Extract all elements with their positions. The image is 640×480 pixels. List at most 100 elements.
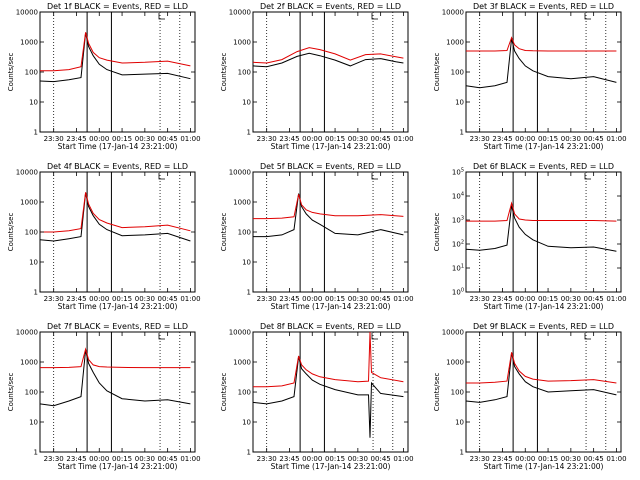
- y-tick-label: 10: [455, 419, 464, 427]
- x-tick-label: 01:00: [180, 135, 200, 143]
- series-line-events: [465, 38, 617, 89]
- x-tick-label: 00:15: [112, 135, 132, 143]
- x-tick-label: 00:30: [135, 135, 155, 143]
- panel-title: Det 3f BLACK = Events, RED = LLD: [473, 2, 614, 11]
- series-line-events: [252, 52, 404, 68]
- x-tick-label: 00:45: [584, 295, 604, 303]
- x-tick-label: 00:00: [302, 455, 322, 463]
- legend-mark: [371, 173, 378, 180]
- y-tick-label: 1000: [20, 39, 38, 47]
- y-tick-label: 10: [29, 419, 38, 427]
- y-axis-label: Counts/sec: [7, 373, 15, 412]
- y-tick-label: 1: [460, 449, 464, 457]
- x-tick-label: 23:30: [44, 135, 64, 143]
- x-tick-label: 01:00: [606, 455, 626, 463]
- panel-det-4f: Det 4f BLACK = Events, RED = LLD 1 10 100 10…: [7, 162, 201, 311]
- x-tick-label: 23:45: [279, 135, 299, 143]
- y-tick-label: 1000: [20, 359, 38, 367]
- x-axis-label: Start Time (17-Jan-14 23:21:00): [484, 462, 604, 471]
- x-tick-label: 01:00: [393, 135, 413, 143]
- x-tick-label: 23:45: [66, 295, 86, 303]
- x-axis-label: Start Time (17-Jan-14 23:21:00): [58, 302, 178, 311]
- series-line-events: [252, 356, 404, 438]
- y-tick-label: 104: [452, 192, 464, 201]
- panel-title: Det 4f BLACK = Events, RED = LLD: [47, 162, 188, 171]
- y-tick-label: 1: [34, 449, 38, 457]
- series-line-events: [39, 32, 191, 83]
- y-tick-label: 100: [25, 389, 38, 397]
- x-tick-label: 00:00: [515, 295, 535, 303]
- y-tick-label: 10: [242, 99, 251, 107]
- legend-mark: [584, 13, 591, 20]
- x-tick-label: 00:15: [538, 455, 558, 463]
- y-tick-label: 10: [242, 419, 251, 427]
- plot-frame: [465, 331, 622, 453]
- y-tick-label: 100: [452, 288, 464, 297]
- y-tick-label: 100: [238, 229, 251, 237]
- x-tick-label: 23:45: [492, 455, 512, 463]
- plot-frame: [252, 331, 409, 453]
- panel-title: Det 9f BLACK = Events, RED = LLD: [473, 322, 614, 331]
- series-line-lld: [466, 352, 617, 384]
- y-tick-label: 100: [238, 69, 251, 77]
- panel-det-3f: Det 3f BLACK = Events, RED = LLD 1 10 100 10…: [433, 2, 627, 151]
- series-line-lld: [466, 201, 617, 222]
- series-line-events: [253, 193, 404, 238]
- panel-title: Det 1f BLACK = Events, RED = LLD: [47, 2, 188, 11]
- x-tick-label: 00:15: [325, 295, 345, 303]
- y-tick-label: 1: [247, 289, 251, 297]
- x-axis-label: Start Time (17-Jan-14 23:21:00): [58, 142, 178, 151]
- x-tick-label: 00:30: [348, 295, 368, 303]
- y-axis-label: Counts/sec: [433, 213, 441, 252]
- x-tick-label: 00:00: [89, 295, 109, 303]
- plot-frame: [252, 171, 409, 293]
- x-tick-label: 23:30: [257, 135, 277, 143]
- series-line-lld: [40, 347, 191, 369]
- series-line-lld: [253, 194, 404, 220]
- x-axis-label: Start Time (17-Jan-14 23:21:00): [271, 302, 391, 311]
- y-tick-label: 10: [242, 259, 251, 267]
- panel-title: Det 7f BLACK = Events, RED = LLD: [47, 322, 188, 331]
- y-tick-label: 100: [451, 69, 464, 77]
- y-axis-label: Counts/sec: [433, 53, 441, 92]
- x-tick-label: 00:45: [371, 295, 391, 303]
- series-line-lld: [40, 192, 191, 233]
- panel-title: Det 6f BLACK = Events, RED = LLD: [473, 162, 614, 171]
- panel-det-7f: Det 7f BLACK = Events, RED = LLD 1 10 100 10…: [7, 322, 201, 471]
- y-tick-label: 103: [452, 216, 464, 225]
- x-tick-label: 23:45: [66, 135, 86, 143]
- x-tick-label: 23:30: [257, 295, 277, 303]
- y-tick-label: 1000: [446, 39, 464, 47]
- y-tick-label: 100: [238, 389, 251, 397]
- y-tick-label: 10000: [16, 9, 38, 17]
- y-axis-label: Counts/sec: [220, 213, 228, 252]
- x-tick-label: 00:30: [135, 295, 155, 303]
- x-tick-label: 01:00: [606, 135, 626, 143]
- series-line-events: [465, 205, 617, 252]
- panel-det-2f: Det 2f BLACK = Events, RED = LLD 1 10 100 10…: [220, 2, 414, 151]
- y-tick-label: 102: [452, 240, 464, 249]
- series-line-events: [39, 349, 191, 407]
- x-tick-label: 00:15: [538, 295, 558, 303]
- y-tick-label: 101: [452, 264, 464, 273]
- y-tick-label: 1000: [446, 359, 464, 367]
- y-tick-label: 10000: [16, 169, 38, 177]
- panel-det-9f: Det 9f BLACK = Events, RED = LLD 1 10 100 10…: [433, 322, 627, 471]
- legend-mark: [584, 333, 591, 340]
- y-tick-label: 1: [460, 129, 464, 137]
- y-axis-label: Counts/sec: [220, 53, 228, 92]
- x-tick-label: 00:15: [325, 455, 345, 463]
- x-tick-label: 00:00: [89, 455, 109, 463]
- series-line-lld: [253, 331, 404, 388]
- x-tick-label: 00:45: [584, 455, 604, 463]
- x-tick-label: 01:00: [393, 295, 413, 303]
- x-tick-label: 00:15: [112, 295, 132, 303]
- y-tick-label: 10: [29, 99, 38, 107]
- y-axis-label: Counts/sec: [7, 213, 15, 252]
- series-line-lld: [40, 32, 191, 72]
- y-tick-label: 10000: [229, 9, 251, 17]
- plot-frame: [465, 11, 622, 133]
- x-tick-label: 00:30: [561, 455, 581, 463]
- x-tick-label: 00:45: [584, 135, 604, 143]
- x-tick-label: 01:00: [606, 295, 626, 303]
